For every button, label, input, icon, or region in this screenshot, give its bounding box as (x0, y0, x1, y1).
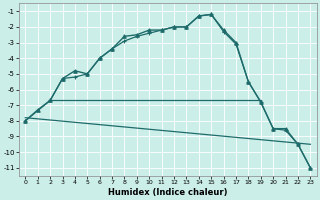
X-axis label: Humidex (Indice chaleur): Humidex (Indice chaleur) (108, 188, 228, 197)
